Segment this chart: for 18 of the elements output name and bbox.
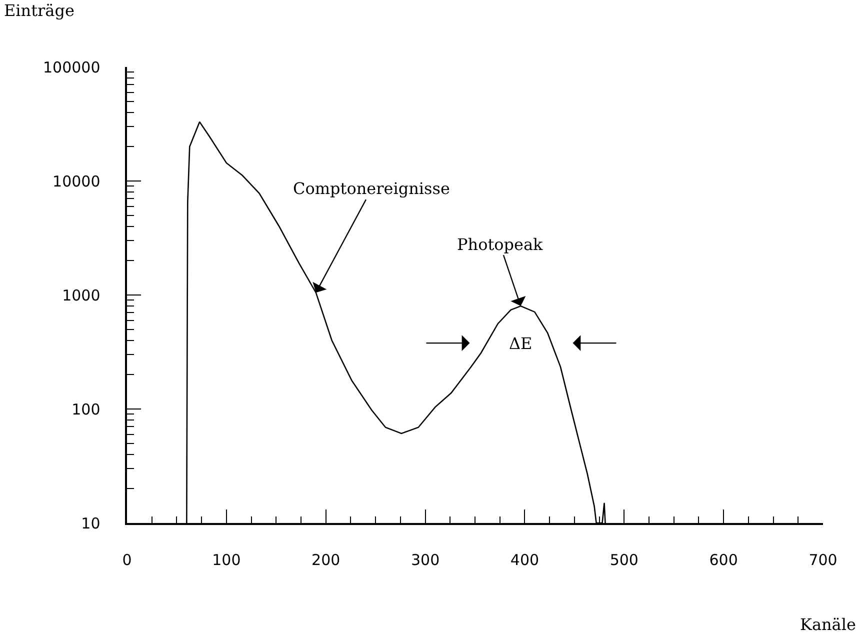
y-axis-title: Einträge bbox=[4, 1, 74, 20]
y-tick-label: 100 bbox=[72, 400, 100, 418]
y-tick-label: 10000 bbox=[52, 172, 100, 190]
x-tick-label: 0 bbox=[122, 550, 132, 569]
x-tick-label: 100 bbox=[212, 550, 241, 569]
annotation: ΔE bbox=[509, 334, 532, 353]
y-tick-label: 1000 bbox=[62, 286, 100, 304]
x-tick-label: 600 bbox=[709, 550, 738, 569]
x-tick-label: 400 bbox=[510, 550, 540, 569]
y-tick-label: 100000 bbox=[42, 58, 100, 76]
x-tick-label: 200 bbox=[312, 550, 340, 569]
annotation: Photopeak bbox=[457, 235, 544, 254]
y-tick-label: 10 bbox=[81, 514, 100, 532]
x-tick-label: 500 bbox=[610, 550, 638, 569]
annotation: Comptonereignisse bbox=[293, 179, 450, 198]
x-tick-label: 700 bbox=[808, 550, 838, 569]
x-axis-title: Kanäle bbox=[800, 615, 856, 634]
x-tick-label: 300 bbox=[410, 550, 440, 569]
